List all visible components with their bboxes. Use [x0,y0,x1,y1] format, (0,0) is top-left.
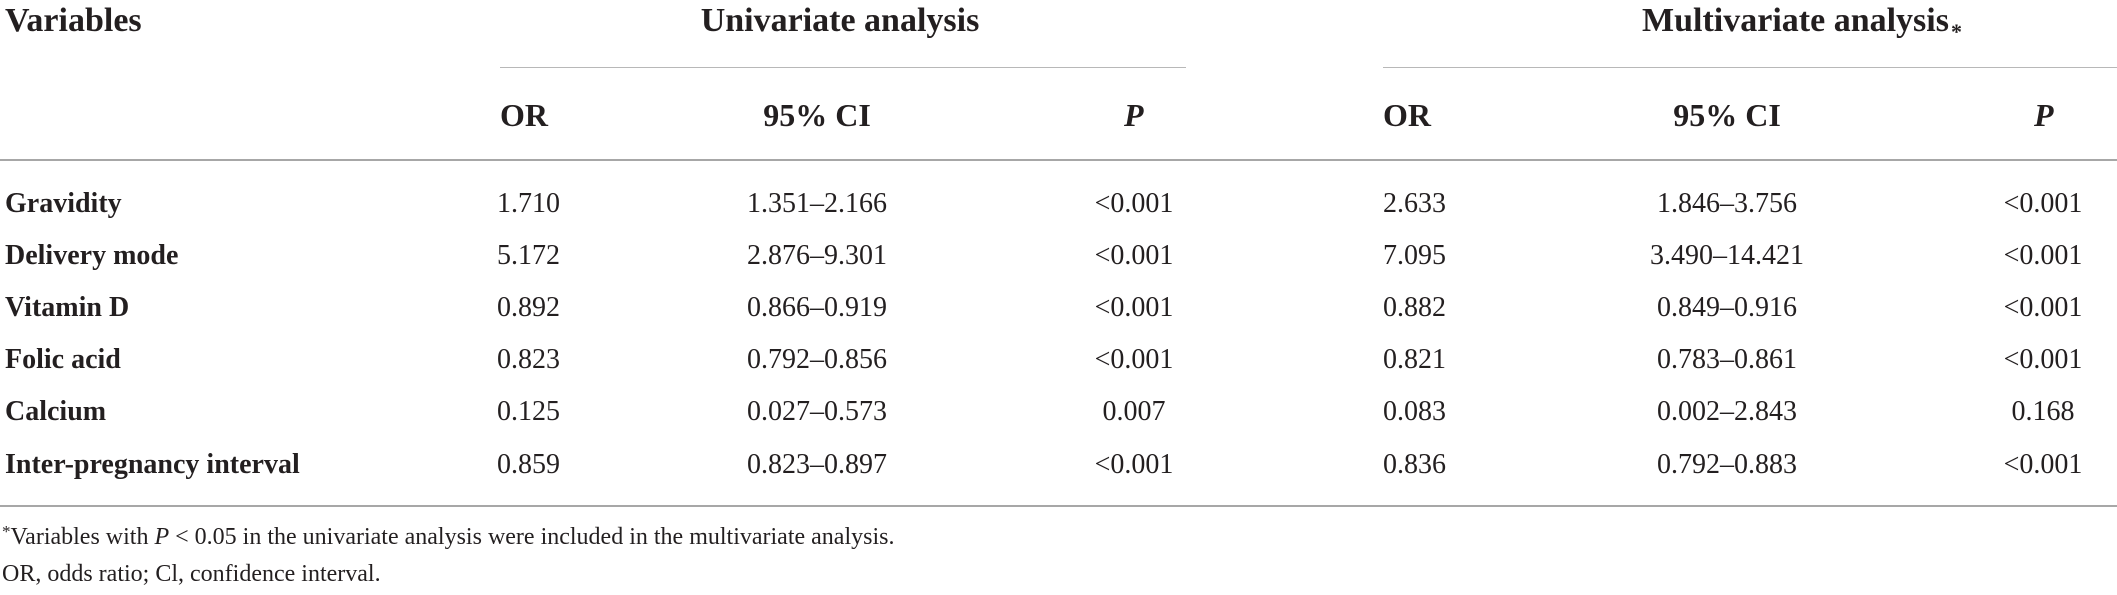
univariate-p-cell: <0.001 [1094,449,1174,480]
multivariate-or-cell: 7.095 [1383,240,1446,271]
multivariate-footnote-mark: * [1950,19,1962,44]
multivariate-ci-cell: 1.846–3.756 [1657,188,1797,219]
univariate-p-cell: <0.001 [1094,240,1174,271]
univariate-or-cell: 0.125 [497,396,560,427]
multivariate-header: Multivariate analysis* [1642,2,1962,44]
univariate-p-cell: <0.001 [1094,344,1174,375]
multivariate-ci-cell: 0.002–2.843 [1657,396,1797,427]
multivariate-or-cell: 0.821 [1383,344,1446,375]
univariate-ci-cell: 2.876–9.301 [747,240,887,271]
multivariate-ci-cell: 3.490–14.421 [1650,240,1804,271]
multivariate-p-cell: 0.168 [2011,396,2075,427]
footnote-p-symbol: P [154,524,170,550]
footnote-significance: *Variables with P < 0.05 in the univaria… [2,522,895,551]
multivariate-p-cell: <0.001 [2003,240,2083,271]
univariate-header: Univariate analysis [700,2,980,39]
multivariate-or-cell: 0.882 [1383,292,1446,323]
multivariate-ci-cell: 0.792–0.883 [1657,449,1797,480]
univariate-or-header: OR [500,97,548,133]
univariate-or-cell: 0.823 [497,344,560,375]
univariate-ci-cell: 0.823–0.897 [747,449,887,480]
univariate-p-cell: 0.007 [1102,396,1166,427]
multivariate-p-cell: <0.001 [2003,449,2083,480]
univariate-ci-header: 95% CI [763,97,871,133]
footnote-text-post: < 0.05 in the univariate analysis were i… [169,524,895,550]
multivariate-p-cell: <0.001 [2003,292,2083,323]
multivariate-or-cell: 2.633 [1383,188,1446,219]
univariate-ci-cell: 0.027–0.573 [747,396,887,427]
multivariate-p-cell: <0.001 [2003,188,2083,219]
row-label: Vitamin D [5,292,130,323]
row-label: Delivery mode [5,240,179,271]
multivariate-p-header: P [2034,97,2054,133]
univariate-or-cell: 0.859 [497,449,560,480]
multivariate-ci-cell: 0.849–0.916 [1657,292,1797,323]
multivariate-or-header: OR [1383,97,1431,133]
multivariate-ci-header: 95% CI [1673,97,1781,133]
header-rule [0,159,2117,161]
multivariate-header-text: Multivariate analysis [1642,2,1949,39]
univariate-or-cell: 0.892 [497,292,560,323]
multivariate-or-cell: 0.083 [1383,396,1446,427]
univariate-p-header: P [1124,97,1144,133]
multivariate-p-cell: <0.001 [2003,344,2083,375]
footnote-text-pre: Variables with [10,524,155,550]
row-label: Inter-pregnancy interval [5,449,300,480]
univariate-p-cell: <0.001 [1094,188,1174,219]
table-bottom-rule [0,505,2117,507]
multivariate-group-rule [1383,67,2117,68]
row-label: Folic acid [5,344,121,375]
multivariate-or-cell: 0.836 [1383,449,1446,480]
univariate-ci-cell: 1.351–2.166 [747,188,887,219]
univariate-ci-cell: 0.866–0.919 [747,292,887,323]
univariate-or-cell: 5.172 [497,240,560,271]
footnote-mark: * [2,522,11,541]
row-label: Calcium [5,396,107,427]
univariate-or-cell: 1.710 [497,188,560,219]
univariate-ci-cell: 0.792–0.856 [747,344,887,375]
univariate-p-cell: <0.001 [1094,292,1174,323]
row-label: Gravidity [5,188,122,219]
univariate-group-rule [500,67,1186,68]
footnote-abbreviations: OR, odds ratio; Cl, confidence interval. [2,561,381,587]
variables-header: Variables [5,2,142,39]
multivariate-ci-cell: 0.783–0.861 [1657,344,1797,375]
